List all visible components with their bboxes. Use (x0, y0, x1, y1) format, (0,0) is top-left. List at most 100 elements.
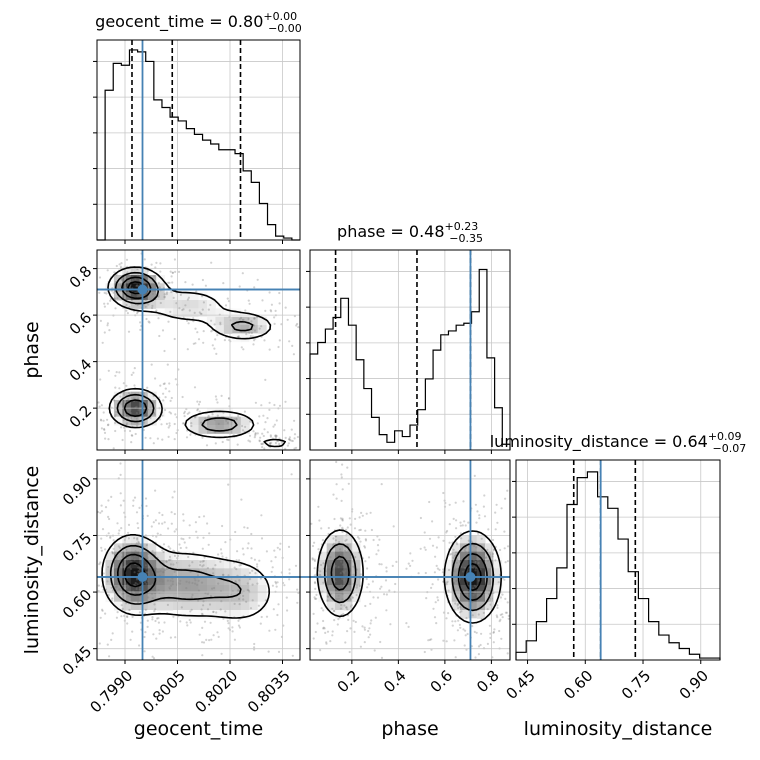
sample-point (244, 425, 247, 428)
density-block (223, 568, 233, 578)
density-block (451, 576, 461, 586)
sample-point (151, 618, 154, 621)
sample-point (456, 603, 459, 606)
sample-point (479, 554, 482, 557)
density-block (147, 300, 157, 309)
sample-point (324, 631, 327, 635)
sample-point (135, 405, 138, 408)
sample-point (167, 426, 170, 429)
sample-point (236, 550, 239, 553)
sample-point (349, 556, 352, 560)
sample-point (233, 566, 236, 569)
sample-point (183, 412, 186, 415)
sample-point (158, 418, 161, 421)
sample-point (178, 582, 182, 585)
sample-point (146, 619, 149, 622)
sample-point (270, 570, 273, 573)
sample-point (221, 524, 224, 528)
density-block (240, 585, 250, 594)
sample-point (492, 548, 496, 552)
sample-point (173, 258, 176, 261)
sample-point (131, 434, 134, 437)
joint-panel-geocent_time-vs-luminosity_distance (96, 459, 301, 661)
xtick-label-phase: 0.8 (473, 667, 503, 697)
sample-point (477, 653, 480, 656)
sample-point (213, 347, 216, 350)
sample-point (242, 594, 245, 598)
sample-point (507, 617, 510, 620)
sample-point (152, 633, 155, 636)
sample-point (431, 520, 434, 523)
sample-point (130, 299, 133, 302)
sample-point (114, 571, 117, 574)
sample-point (260, 514, 263, 517)
sample-point (463, 548, 466, 552)
sample-point (174, 636, 177, 639)
sample-point (274, 309, 277, 312)
sample-point (144, 436, 147, 439)
sample-point (190, 424, 193, 428)
sample-point (278, 404, 282, 407)
xtick-label-geocent_time: 0.7990 (86, 667, 136, 717)
sample-point (162, 399, 165, 402)
histogram-geocent_time (97, 49, 300, 241)
sample-point (261, 432, 264, 435)
sample-point (339, 517, 342, 520)
sample-point (220, 394, 223, 397)
sample-point (374, 616, 377, 619)
ytick-label-phase: 0.2 (66, 402, 96, 432)
sample-point (474, 592, 477, 595)
sample-point (145, 277, 149, 280)
sample-point (169, 310, 172, 313)
sample-point (318, 573, 321, 576)
sample-point (148, 573, 151, 576)
density-block (139, 416, 149, 426)
sample-point (296, 601, 299, 604)
sample-point (97, 401, 100, 404)
xtick-label-luminosity_distance: 0.45 (503, 667, 539, 703)
contour-level-0 (316, 529, 502, 624)
sample-point (464, 524, 467, 527)
sample-point (378, 538, 381, 541)
sample-point (363, 626, 366, 629)
sample-point (312, 637, 315, 640)
sample-point (432, 607, 435, 610)
sample-point (192, 551, 195, 555)
density-block (156, 601, 166, 611)
sample-point (356, 536, 360, 539)
sample-point (492, 631, 495, 634)
sample-point (479, 643, 482, 647)
density-block (139, 601, 149, 611)
sample-point (120, 593, 123, 596)
density-block (443, 585, 453, 594)
density-block (113, 543, 123, 553)
density-block (326, 560, 336, 569)
sample-point (122, 499, 125, 502)
sample-point (363, 628, 366, 631)
sample-point (275, 419, 278, 422)
sample-point (279, 542, 282, 545)
sample-point (201, 641, 204, 644)
sample-point (146, 558, 149, 561)
sample-point (122, 382, 125, 385)
density-block (468, 535, 478, 544)
sample-point (425, 597, 428, 600)
sample-point (353, 527, 357, 530)
sample-point (313, 567, 316, 570)
sample-point (290, 428, 293, 431)
density-block (181, 585, 191, 594)
sample-point (391, 564, 394, 568)
sample-point (143, 635, 146, 639)
sample-point (151, 616, 154, 619)
density-block (249, 325, 259, 334)
density-block (215, 576, 225, 586)
sample-point (139, 600, 142, 603)
density-block (443, 568, 453, 578)
xtick-label-luminosity_distance: 0.75 (618, 667, 654, 703)
density-block (232, 610, 242, 619)
sample-point (136, 295, 139, 298)
density-block (485, 568, 494, 578)
sample-point (369, 622, 372, 625)
density-block (139, 535, 149, 544)
density-block (223, 610, 233, 619)
